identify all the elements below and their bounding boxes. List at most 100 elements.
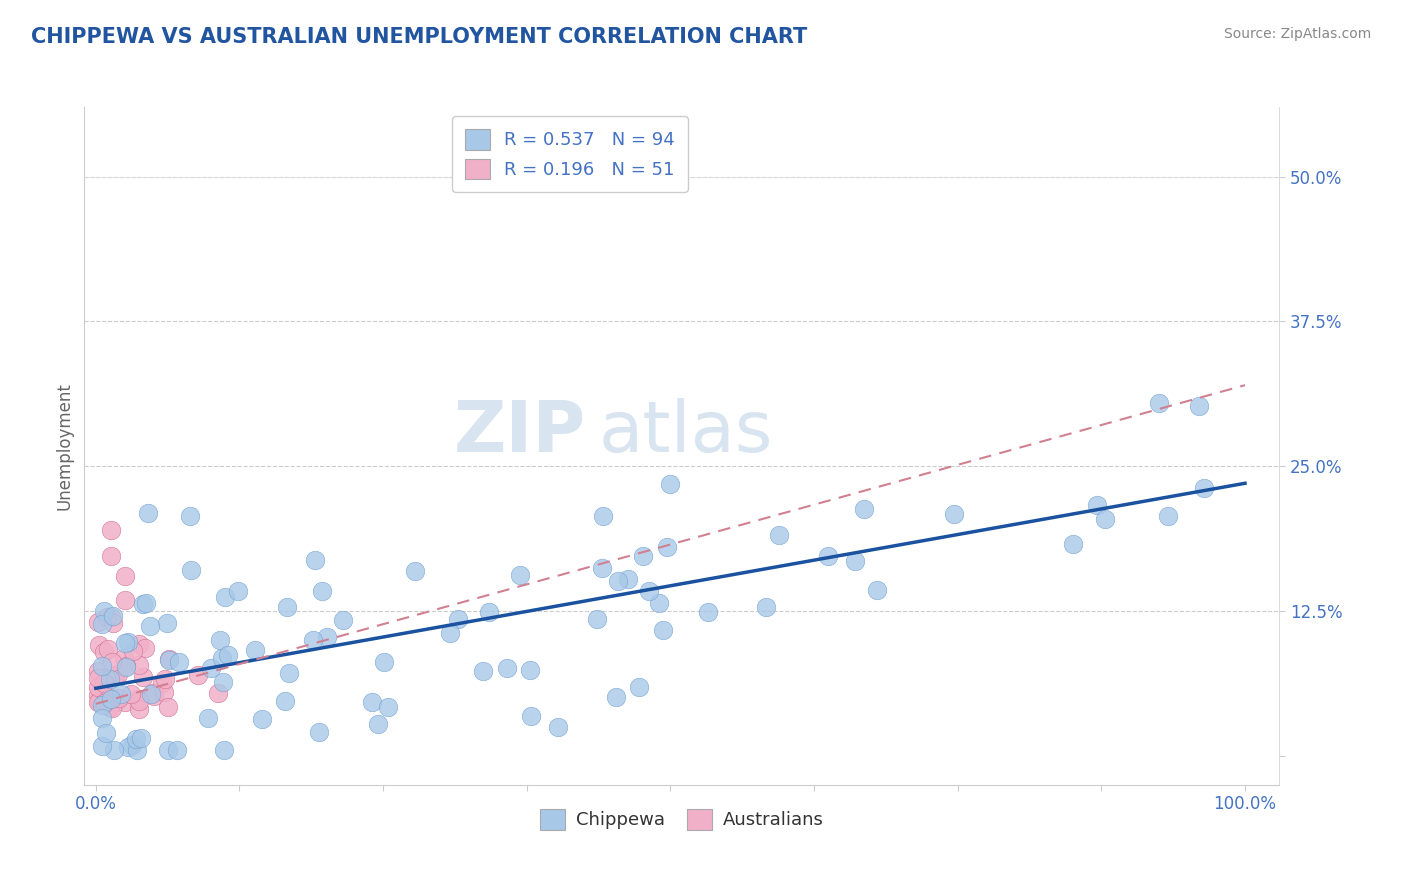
- Point: [153, 672, 176, 686]
- Point: [658, 477, 681, 491]
- Point: [96, 726, 118, 740]
- Point: [520, 708, 543, 723]
- Point: [122, 644, 145, 658]
- Point: [852, 502, 875, 516]
- Point: [1149, 395, 1171, 409]
- Point: [277, 666, 299, 681]
- Point: [332, 613, 354, 627]
- Point: [447, 612, 470, 626]
- Point: [607, 574, 630, 589]
- Point: [547, 720, 569, 734]
- Point: [472, 665, 495, 679]
- Point: [127, 692, 149, 706]
- Point: [87, 664, 110, 678]
- Point: [132, 669, 155, 683]
- Point: [311, 583, 333, 598]
- Point: [243, 643, 266, 657]
- Point: [93, 645, 115, 659]
- Text: Source: ZipAtlas.com: Source: ZipAtlas.com: [1223, 27, 1371, 41]
- Point: [628, 680, 651, 694]
- Point: [647, 596, 669, 610]
- Point: [304, 553, 326, 567]
- Point: [112, 651, 135, 665]
- Point: [103, 743, 125, 757]
- Point: [943, 507, 966, 521]
- Point: [90, 698, 112, 712]
- Point: [187, 667, 209, 681]
- Point: [377, 700, 399, 714]
- Point: [157, 653, 180, 667]
- Point: [87, 671, 110, 685]
- Point: [367, 717, 389, 731]
- Point: [115, 660, 138, 674]
- Point: [101, 655, 124, 669]
- Point: [117, 635, 139, 649]
- Point: [150, 675, 173, 690]
- Point: [89, 695, 111, 709]
- Point: [128, 701, 150, 715]
- Point: [141, 687, 163, 701]
- Y-axis label: Unemployment: Unemployment: [55, 382, 73, 510]
- Point: [360, 695, 382, 709]
- Point: [439, 626, 461, 640]
- Point: [817, 549, 839, 563]
- Point: [142, 689, 165, 703]
- Point: [128, 637, 150, 651]
- Point: [87, 680, 110, 694]
- Point: [157, 743, 180, 757]
- Point: [91, 711, 114, 725]
- Point: [104, 669, 127, 683]
- Point: [100, 549, 122, 563]
- Legend: Chippewa, Australians: Chippewa, Australians: [533, 802, 831, 837]
- Text: CHIPPEWA VS AUSTRALIAN UNEMPLOYMENT CORRELATION CHART: CHIPPEWA VS AUSTRALIAN UNEMPLOYMENT CORR…: [31, 27, 807, 46]
- Point: [96, 671, 118, 685]
- Point: [127, 743, 149, 757]
- Point: [228, 584, 250, 599]
- Point: [114, 695, 136, 709]
- Point: [98, 672, 121, 686]
- Point: [87, 638, 110, 652]
- Point: [117, 739, 139, 754]
- Point: [101, 609, 124, 624]
- Point: [97, 691, 120, 706]
- Point: [1087, 498, 1109, 512]
- Point: [97, 695, 120, 709]
- Point: [844, 554, 866, 568]
- Point: [104, 695, 127, 709]
- Point: [373, 655, 395, 669]
- Point: [125, 731, 148, 746]
- Point: [638, 584, 661, 599]
- Text: ZIP: ZIP: [454, 398, 586, 467]
- Point: [121, 738, 143, 752]
- Point: [591, 561, 613, 575]
- Point: [90, 739, 112, 753]
- Point: [136, 506, 159, 520]
- Point: [107, 667, 129, 681]
- Point: [93, 676, 115, 690]
- Point: [87, 695, 110, 709]
- Point: [1062, 537, 1084, 551]
- Point: [135, 596, 157, 610]
- Point: [153, 685, 176, 699]
- Point: [1157, 509, 1180, 524]
- Point: [592, 508, 614, 523]
- Point: [404, 565, 426, 579]
- Point: [1188, 399, 1211, 413]
- Point: [110, 687, 132, 701]
- Point: [108, 691, 131, 706]
- Text: atlas: atlas: [599, 398, 773, 467]
- Point: [115, 658, 138, 673]
- Point: [157, 700, 180, 714]
- Point: [274, 694, 297, 708]
- Point: [212, 743, 235, 757]
- Point: [197, 711, 219, 725]
- Point: [496, 661, 519, 675]
- Point: [252, 712, 274, 726]
- Point: [865, 583, 887, 598]
- Point: [128, 694, 150, 708]
- Point: [655, 540, 678, 554]
- Point: [209, 632, 232, 647]
- Point: [138, 619, 160, 633]
- Point: [94, 691, 117, 706]
- Point: [211, 650, 233, 665]
